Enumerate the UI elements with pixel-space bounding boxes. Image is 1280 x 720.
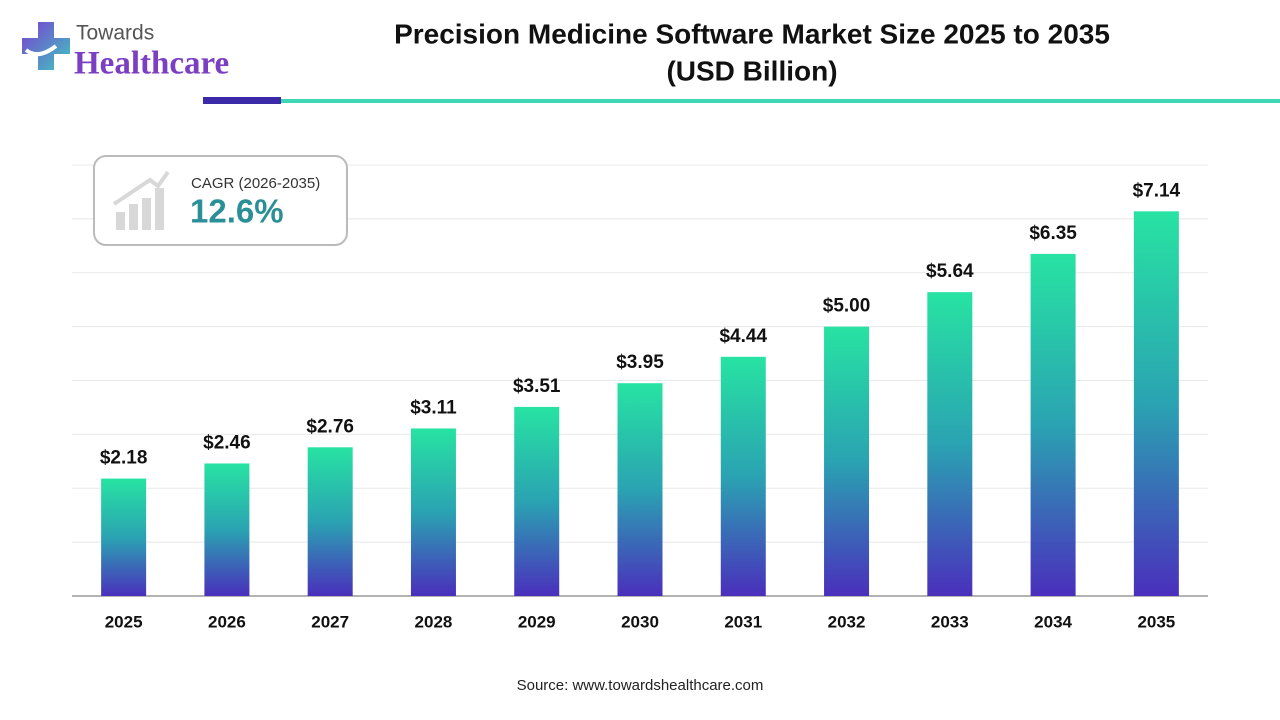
cagr-value: 12.6% <box>190 193 284 230</box>
bar <box>824 326 870 596</box>
bar <box>307 447 353 596</box>
logo-icon <box>22 22 70 70</box>
x-tick-label: 2028 <box>415 612 453 631</box>
x-tick-label: 2033 <box>931 612 969 631</box>
bar <box>617 383 663 596</box>
cagr-label: CAGR (2026-2035) <box>191 175 320 192</box>
value-label: $3.51 <box>513 376 561 397</box>
logo-line2: Healthcare <box>74 46 229 82</box>
logo-line1: Towards <box>76 22 154 45</box>
chart-title: Precision Medicine Software Market Size … <box>394 18 1110 49</box>
bar <box>204 463 250 596</box>
bar <box>1030 253 1076 597</box>
cagr-box: CAGR (2026-2035) 12.6% <box>93 155 348 246</box>
x-tick-label: 2031 <box>724 612 762 631</box>
header-rule-teal <box>281 99 1280 103</box>
logo: Towards Healthcare <box>22 22 229 82</box>
cagr-icon <box>112 170 170 230</box>
chart-subtitle: (USD Billion) <box>666 55 837 86</box>
x-tick-label: 2034 <box>1034 612 1072 631</box>
x-tick-label: 2029 <box>518 612 556 631</box>
bar <box>720 356 766 596</box>
source: Source: www.towardshealthcare.com <box>517 677 764 694</box>
bar <box>514 406 560 596</box>
value-label: $5.64 <box>926 261 974 282</box>
value-label: $2.46 <box>203 432 251 453</box>
bar <box>1133 211 1179 596</box>
bar <box>101 478 147 596</box>
value-label: $5.00 <box>823 296 871 317</box>
plot-area: 2025 $2.18 2026 $2.46 2027 $2.76 2028 $3.11 2029… <box>72 164 1208 631</box>
x-tick-label: 2025 <box>105 612 143 631</box>
x-tick-label: 2030 <box>621 612 659 631</box>
value-label: $7.14 <box>1133 180 1181 201</box>
value-label: $3.11 <box>410 397 457 418</box>
bar <box>410 428 456 596</box>
bar <box>927 292 973 596</box>
logo-swoosh <box>24 44 58 57</box>
value-label: $6.35 <box>1029 223 1077 244</box>
x-tick-label: 2032 <box>828 612 866 631</box>
x-tick-label: 2026 <box>208 612 246 631</box>
value-label: $2.18 <box>100 448 148 469</box>
value-label: $3.95 <box>616 352 664 373</box>
value-label: $2.76 <box>306 416 354 437</box>
value-label: $4.44 <box>719 326 767 347</box>
header-rule-dark <box>203 97 281 104</box>
x-tick-label: 2035 <box>1137 612 1175 631</box>
x-tick-label: 2027 <box>311 612 349 631</box>
